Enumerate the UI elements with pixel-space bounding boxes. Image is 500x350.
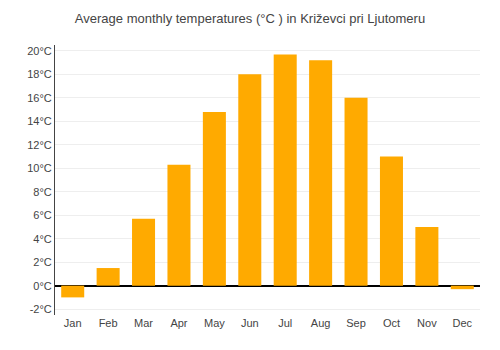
svg-text:4°C: 4°C [33,233,52,245]
svg-text:Feb: Feb [99,317,118,329]
svg-text:Nov: Nov [417,317,437,329]
svg-text:20°C: 20°C [27,45,52,57]
svg-text:18°C: 18°C [27,68,52,80]
svg-text:Dec: Dec [453,317,473,329]
svg-text:Jul: Jul [278,317,292,329]
svg-text:12°C: 12°C [27,139,52,151]
svg-text:8°C: 8°C [33,186,52,198]
svg-text:6°C: 6°C [33,209,52,221]
svg-text:-2°C: -2°C [30,303,52,315]
svg-text:0°C: 0°C [33,280,52,292]
svg-text:Average monthly temperatures (: Average monthly temperatures (°C ) in Kr… [75,11,425,26]
svg-text:10°C: 10°C [27,162,52,174]
svg-text:Mar: Mar [134,317,153,329]
svg-text:Jan: Jan [64,317,82,329]
svg-text:May: May [204,317,225,329]
svg-text:Apr: Apr [170,317,187,329]
svg-text:Jun: Jun [241,317,259,329]
svg-text:Oct: Oct [383,317,400,329]
svg-text:16°C: 16°C [27,92,52,104]
svg-text:2°C: 2°C [33,256,52,268]
svg-text:14°C: 14°C [27,115,52,127]
svg-text:Aug: Aug [311,317,331,329]
svg-text:Sep: Sep [346,317,366,329]
